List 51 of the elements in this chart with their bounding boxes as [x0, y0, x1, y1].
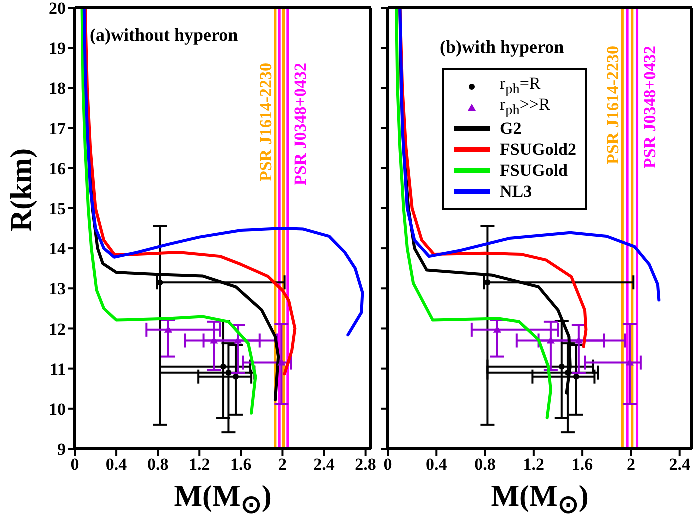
x-tick-label: 1.2 — [189, 455, 210, 474]
x-tick-label: 0.8 — [147, 455, 169, 474]
x-tick-label: 0 — [384, 455, 392, 474]
ref-line-label: PSR J0348+0432 — [290, 63, 310, 186]
y-tick-label: 15 — [49, 199, 66, 218]
ref-line-label: PSR J1614-2230 — [256, 63, 276, 182]
y-tick-label: 20 — [49, 0, 66, 18]
ref-line-label: PSR J0348+0432 — [640, 46, 660, 169]
y-tick-label: 17 — [49, 119, 66, 138]
legend-label: G2 — [500, 118, 522, 138]
point — [232, 374, 239, 380]
point — [564, 370, 571, 376]
x-tick-label: 0.4 — [106, 455, 128, 474]
legend-label: r$_{ph}$>>R — [500, 95, 550, 120]
point — [220, 364, 227, 370]
y-tick-label: 14 — [49, 240, 66, 259]
x-tick-label: 1.6 — [572, 455, 594, 474]
ref-line-label: PSR J1614-2230 — [604, 46, 623, 165]
x-axis-title: M(M$_{⊙}$) — [173, 479, 273, 521]
y-tick-label: 11 — [50, 360, 66, 379]
x-tick-label: 2 — [626, 455, 636, 474]
line-series — [80, 8, 258, 415]
point — [226, 370, 232, 376]
legend-label: r$_{ph}$=R — [500, 74, 541, 98]
y-tick-label: 18 — [49, 79, 66, 98]
line-series — [82, 8, 364, 337]
y-tick-label: 16 — [49, 159, 66, 178]
x-tick-label: 2.4 — [314, 455, 336, 474]
y-tick-label: 19 — [49, 39, 66, 58]
point — [573, 374, 580, 380]
x-tick-label: 0.4 — [426, 455, 448, 474]
point — [558, 364, 565, 370]
x-tick-label: 2 — [278, 455, 287, 474]
x-tick-label: 2.4 — [669, 455, 691, 474]
x-tick-label: 2.8 — [355, 455, 376, 474]
y-tick-label: 12 — [49, 320, 66, 339]
y-axis-title: R(km) — [4, 147, 39, 234]
legend-label: FSUGold2 — [500, 140, 577, 160]
text: (b)with hyperon — [440, 37, 564, 58]
legend-label: NL3 — [500, 182, 532, 202]
y-tick-label: 9 — [58, 440, 66, 460]
x-tick-label: 0.8 — [474, 455, 496, 474]
point — [484, 280, 491, 286]
text: (a)without hyperon — [90, 25, 238, 46]
legend-label: FSUGold — [500, 160, 568, 180]
x-tick-label: 0 — [70, 455, 80, 474]
x-tick-label: 1.2 — [523, 455, 545, 474]
x-tick-label: 1.6 — [230, 455, 252, 474]
y-tick-label: 13 — [49, 280, 66, 299]
y-tick-label: 10 — [49, 400, 66, 419]
x-axis-title: M(M$_{⊙}$) — [490, 479, 590, 521]
